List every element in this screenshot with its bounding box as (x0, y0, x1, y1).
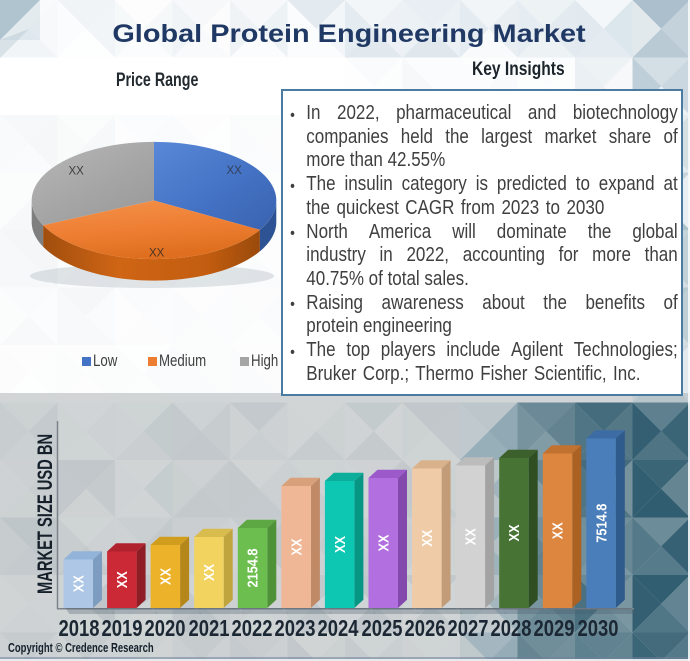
svg-text:2154.8: 2154.8 (244, 548, 261, 587)
svg-text:XX: XX (374, 534, 391, 552)
svg-text:7514.8: 7514.8 (592, 503, 609, 542)
svg-text:XX: XX (157, 567, 174, 585)
svg-text:XX: XX (418, 529, 435, 547)
svg-text:XX: XX (331, 535, 348, 553)
svg-text:XX: XX (462, 528, 479, 546)
svg-text:XX: XX (113, 571, 130, 589)
svg-text:XX: XX (227, 165, 243, 177)
svg-text:XX: XX (287, 538, 304, 556)
svg-text:XX: XX (69, 575, 86, 593)
svg-text:XX: XX (549, 522, 566, 540)
svg-text:XX: XX (505, 524, 522, 542)
svg-text:XX: XX (149, 248, 165, 260)
svg-text:XX: XX (69, 166, 85, 178)
svg-text:XX: XX (200, 563, 217, 581)
